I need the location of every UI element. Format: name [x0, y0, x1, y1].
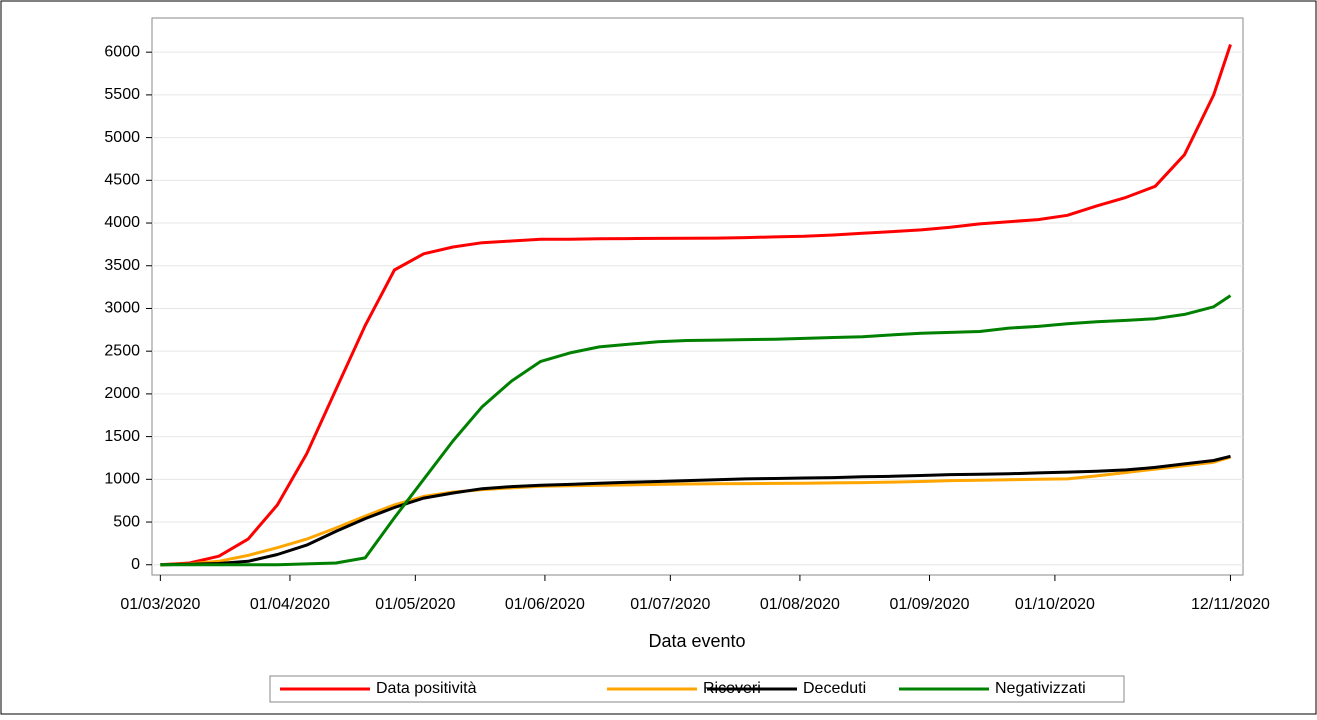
x-tick-label: 01/10/2020 — [1015, 596, 1095, 613]
series-line — [160, 44, 1232, 567]
x-tick-label: 01/07/2020 — [630, 596, 710, 613]
x-tick-label: 12/11/2020 — [1191, 596, 1270, 613]
y-tick-label: 5500 — [104, 86, 140, 103]
y-tick-label: 4500 — [104, 172, 140, 189]
y-tick-label: 3500 — [104, 257, 140, 274]
y-tick-label: 2000 — [104, 385, 140, 402]
y-tick-label: 1000 — [104, 471, 140, 488]
legend-label: Data positività — [376, 680, 477, 697]
y-tick-label: 500 — [113, 513, 140, 530]
x-tick-label: 01/03/2020 — [120, 596, 200, 613]
series-line — [160, 454, 1231, 567]
y-tick-label: 0 — [131, 556, 140, 573]
x-axis-label: Data evento — [648, 631, 745, 651]
y-tick-label: 2500 — [104, 342, 140, 359]
series-line — [160, 455, 1231, 567]
y-tick-label: 4000 — [104, 214, 140, 231]
legend-label: Negativizzati — [995, 680, 1086, 697]
x-tick-label: 01/09/2020 — [889, 596, 969, 613]
x-tick-label: 01/05/2020 — [375, 596, 455, 613]
x-tick-label: 01/04/2020 — [250, 596, 330, 613]
x-tick-label: 01/08/2020 — [760, 596, 840, 613]
y-tick-label: 3000 — [104, 300, 140, 317]
plot-frame — [151, 17, 1244, 576]
y-tick-label: 5000 — [104, 129, 140, 146]
legend-label: Deceduti — [803, 680, 866, 697]
legend-frame — [269, 675, 1125, 703]
x-tick-label: 01/06/2020 — [505, 596, 585, 613]
y-tick-label: 1500 — [104, 428, 140, 445]
series-line — [160, 294, 1232, 567]
y-tick-label: 6000 — [104, 43, 140, 60]
